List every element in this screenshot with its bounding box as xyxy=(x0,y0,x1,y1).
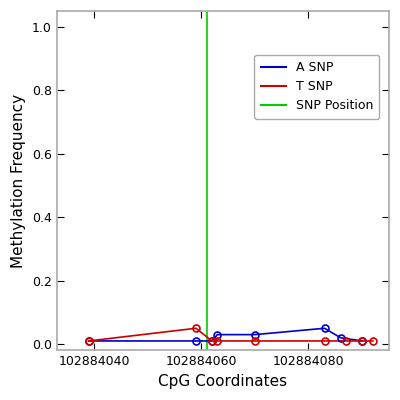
Y-axis label: Methylation Frequency: Methylation Frequency xyxy=(11,94,26,268)
X-axis label: CpG Coordinates: CpG Coordinates xyxy=(158,374,287,389)
Legend: A SNP, T SNP, SNP Position: A SNP, T SNP, SNP Position xyxy=(254,55,379,119)
